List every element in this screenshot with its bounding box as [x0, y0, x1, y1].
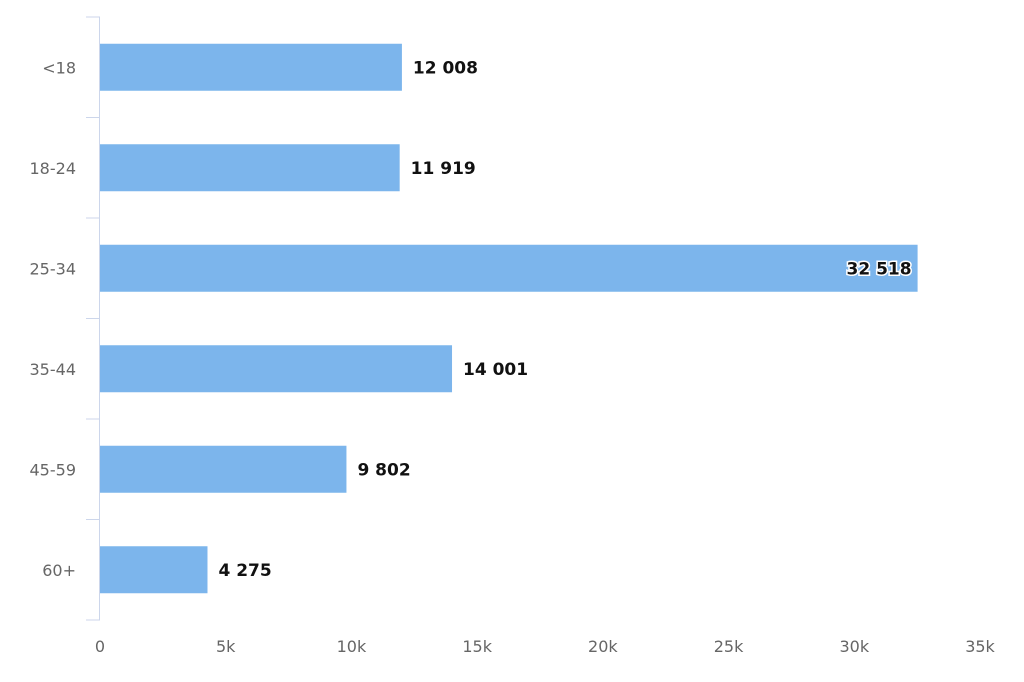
category-label: 45-59	[30, 460, 77, 479]
labels-layer: <18 12 008 18-24 11 919 25-34 32 518 35-44 14 0…	[30, 58, 996, 656]
x-tick-label: 15k	[462, 637, 492, 656]
x-tick-label: 5k	[216, 637, 236, 656]
bar-5	[100, 546, 208, 594]
bar-2	[100, 244, 918, 292]
category-label: 35-44	[30, 360, 77, 379]
bar-1	[100, 144, 400, 192]
data-label: 12 008	[413, 58, 478, 78]
bars-layer	[100, 43, 918, 594]
data-label: 32 518	[847, 259, 912, 279]
bar-4	[100, 445, 347, 493]
x-tick-label: 0	[95, 637, 105, 656]
category-label: <18	[42, 58, 76, 77]
bar-0	[100, 43, 402, 91]
data-label: 11 919	[411, 159, 476, 179]
category-label: 25-34	[30, 259, 77, 278]
x-tick-label: 35k	[965, 637, 995, 656]
x-tick-label: 30k	[839, 637, 869, 656]
data-label: 14 001	[463, 360, 528, 380]
category-label: 18-24	[30, 159, 77, 178]
category-label: 60+	[42, 561, 76, 580]
x-tick-label: 20k	[588, 637, 618, 656]
bar-3	[100, 345, 453, 393]
data-label: 9 802	[357, 460, 410, 480]
axis-layer	[86, 16, 100, 621]
x-tick-label: 25k	[714, 637, 744, 656]
data-label: 4 275	[218, 561, 271, 581]
x-tick-label: 10k	[337, 637, 367, 656]
